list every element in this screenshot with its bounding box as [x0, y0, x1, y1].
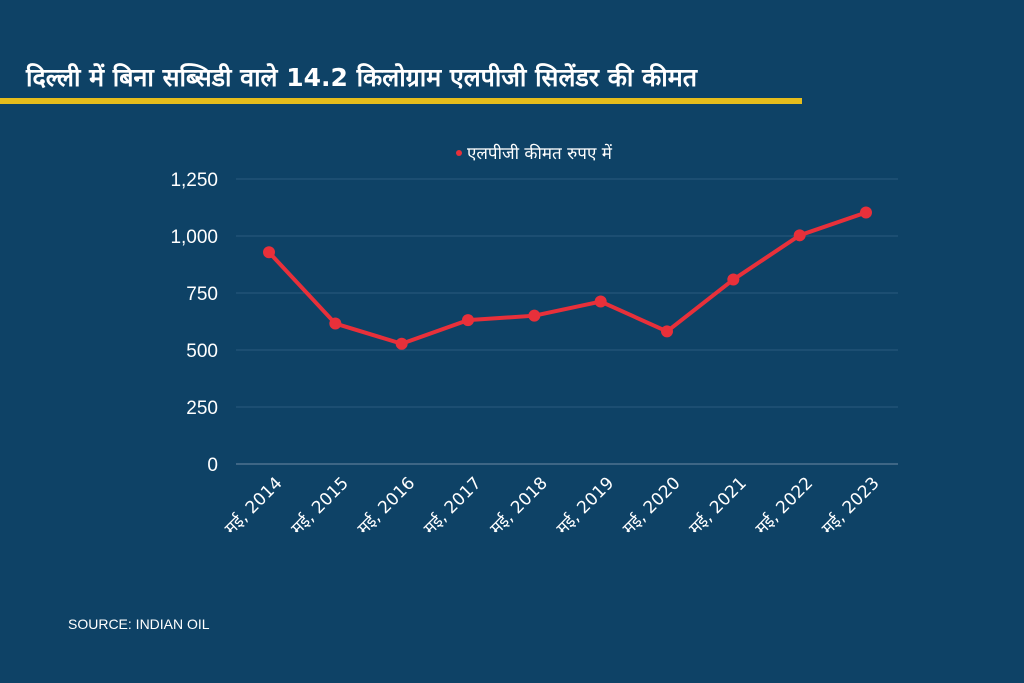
y-tick-label: 1,250: [170, 170, 218, 191]
legend-label: एलपीजी कीमत रुपए में: [467, 143, 613, 164]
y-tick-label: 500: [186, 341, 218, 362]
y-tick-label: 750: [186, 284, 218, 305]
y-tick-label: 250: [186, 398, 218, 419]
x-tick-label: मई, 2023: [817, 473, 883, 539]
y-tick-label: 1,000: [170, 227, 218, 248]
series-line: [267, 210, 867, 346]
data-point: [793, 229, 806, 242]
x-tick-label: मई, 2017: [419, 473, 485, 539]
data-point: [661, 325, 673, 338]
y-tick-label: 0: [207, 455, 218, 476]
title-underline: [0, 98, 802, 104]
data-point: [860, 206, 872, 219]
source-note: SOURCE: INDIAN OIL: [68, 616, 210, 632]
chart-title: दिल्ली में बिना सब्सिडी वाले 14.2 किलोग्…: [26, 63, 697, 92]
data-point: [329, 317, 342, 330]
x-tick-label: मई, 2016: [353, 473, 419, 539]
data-point: [263, 246, 275, 259]
data-point: [594, 295, 607, 308]
legend-marker: [456, 150, 462, 156]
x-tick-label: मई, 2021: [685, 473, 751, 539]
x-tick-label: मई, 2020: [618, 473, 684, 539]
data-point: [727, 273, 740, 286]
data-point: [395, 337, 408, 350]
x-tick-label: मई, 2019: [552, 473, 618, 539]
x-tick-label: मई, 2018: [486, 473, 552, 539]
data-point: [528, 309, 541, 322]
x-tick-label: मई, 2015: [287, 473, 353, 539]
x-tick-label: मई, 2014: [220, 473, 286, 539]
data-point: [462, 314, 474, 327]
x-tick-label: मई, 2022: [751, 473, 817, 539]
